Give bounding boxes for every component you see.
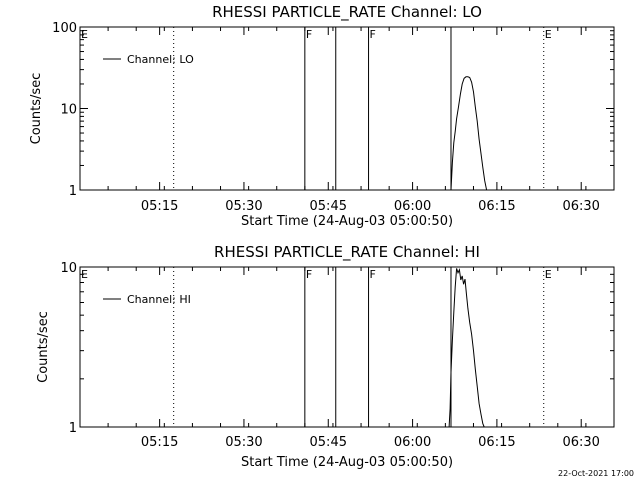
x-tick-label: 06:15 — [478, 435, 515, 450]
legend-label: Channel: HI — [127, 293, 191, 306]
chart-title: RHESSI PARTICLE_RATE Channel: HI — [214, 243, 480, 262]
x-tick-label: 05:30 — [225, 435, 262, 450]
event-marker-label: E — [545, 28, 552, 41]
y-axis-label: Counts/sec — [36, 311, 51, 383]
x-axis-label: Start Time (24-Aug-03 05:00:50) — [241, 214, 453, 229]
x-tick-label: 05:45 — [310, 199, 347, 214]
plot-frame — [79, 26, 615, 191]
x-tick-label: 05:15 — [141, 435, 178, 450]
y-tick-label: 1 — [69, 184, 77, 199]
y-tick-label: 10 — [60, 261, 77, 276]
x-tick-label: 05:15 — [141, 199, 178, 214]
x-tick-label: 06:30 — [562, 435, 599, 450]
event-marker-label: F — [370, 268, 376, 281]
event-marker-label: F — [370, 28, 376, 41]
x-tick-label: 06:00 — [394, 199, 431, 214]
x-tick-label: 06:00 — [394, 435, 431, 450]
event-marker-label: E — [545, 268, 552, 281]
x-tick-label: 05:45 — [310, 435, 347, 450]
y-tick-label: 10 — [60, 103, 77, 118]
y-tick-label: 100 — [52, 21, 77, 36]
generated-timestamp: 22-Oct-2021 17:00 — [558, 469, 634, 478]
chart-panel-2: RHESSI PARTICLE_RATE Channel: HI Start Ti… — [36, 243, 615, 470]
series-line — [448, 268, 485, 428]
plot-frame — [79, 266, 615, 428]
y-axis-label: Counts/sec — [29, 73, 44, 145]
y-tick-label: 1 — [69, 421, 77, 436]
event-marker-label: F — [306, 28, 312, 41]
chart-panel-1: RHESSI PARTICLE_RATE Channel: LO Start Ti… — [29, 3, 615, 229]
series-line — [450, 76, 488, 191]
x-tick-label: 06:30 — [562, 199, 599, 214]
legend-label: Channel: LO — [127, 53, 194, 66]
event-marker-label: F — [306, 268, 312, 281]
event-marker-label: E — [81, 268, 88, 281]
chart-title: RHESSI PARTICLE_RATE Channel: LO — [212, 3, 482, 22]
x-tick-label: 05:30 — [225, 199, 262, 214]
x-axis-label: Start Time (24-Aug-03 05:00:50) — [241, 455, 453, 470]
event-marker-label: E — [81, 28, 88, 41]
x-tick-label: 06:15 — [478, 199, 515, 214]
